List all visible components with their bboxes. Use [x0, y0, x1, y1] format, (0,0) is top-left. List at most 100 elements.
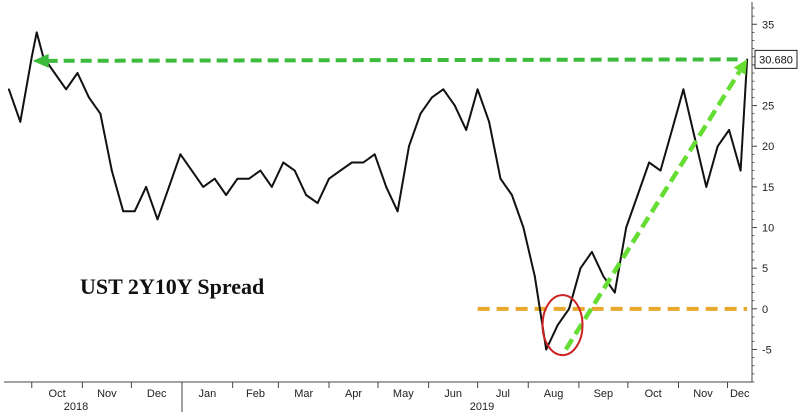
data-point — [430, 96, 433, 99]
green-diagonal-dashed-line — [563, 70, 742, 351]
y-tick-label: 20 — [762, 141, 774, 153]
y-tick-label: 35 — [762, 19, 774, 31]
x-tick-label: Dec — [730, 388, 750, 400]
annotations-overlay — [32, 53, 748, 357]
data-point — [328, 177, 330, 180]
x-tick-label: Jun — [444, 388, 462, 400]
red-circle-highlight — [541, 294, 584, 357]
data-point — [613, 291, 616, 294]
data-point — [282, 161, 285, 164]
data-point — [339, 169, 342, 172]
x-tick-label: Nov — [693, 388, 713, 400]
data-point — [476, 88, 479, 91]
data-point — [511, 194, 513, 196]
data-point — [373, 153, 376, 156]
x-tick-label: Aug — [544, 388, 564, 400]
data-point — [693, 137, 696, 139]
badge-label: 30.680 — [759, 54, 793, 66]
data-point — [556, 324, 559, 326]
data-point — [213, 177, 216, 180]
data-point — [488, 120, 490, 123]
data-point — [202, 185, 205, 188]
data-point — [591, 251, 593, 253]
data-point — [659, 169, 662, 172]
data-point — [145, 185, 147, 188]
data-point — [522, 226, 525, 229]
data-point — [739, 169, 742, 172]
data-point — [168, 185, 170, 188]
data-point — [671, 129, 673, 131]
x-tick-label: Nov — [97, 388, 117, 400]
data-point — [648, 161, 651, 164]
data-point — [545, 348, 548, 351]
green-horizontal-dashed-line — [46, 57, 744, 63]
x-tick-label: Feb — [246, 388, 265, 400]
x-tick-label: Oct — [645, 388, 662, 400]
data-point — [156, 218, 159, 221]
data-point — [248, 177, 250, 180]
year-label-2019: 2019 — [470, 401, 494, 413]
x-tick-label: May — [393, 388, 414, 400]
data-point — [270, 185, 273, 188]
data-point — [19, 120, 22, 123]
data-point — [636, 194, 639, 196]
data-point — [442, 88, 445, 91]
data-point — [76, 72, 79, 74]
y-tick-label: -5 — [762, 344, 772, 356]
data-point — [316, 202, 319, 205]
data-point — [35, 31, 38, 34]
data-point — [385, 185, 388, 188]
green-arrow-head-up — [733, 59, 748, 75]
data-point — [259, 169, 262, 172]
x-tick-label: Jan — [198, 388, 216, 400]
x-tick-label: Mar — [294, 388, 313, 400]
series-layer — [7, 31, 749, 351]
chart-title: UST 2Y10Y Spread — [80, 274, 264, 299]
data-point — [53, 72, 56, 74]
data-point — [453, 104, 456, 107]
data-point — [716, 145, 719, 148]
data-point — [682, 88, 685, 91]
x-tick-label: Dec — [147, 388, 167, 400]
data-point — [396, 210, 399, 213]
y-tick-label: 15 — [762, 182, 774, 194]
last-value-badge: 30.680 — [754, 49, 798, 69]
data-point — [133, 210, 136, 213]
data-point — [568, 307, 570, 310]
green-arrow-head-left — [32, 53, 49, 68]
data-point — [7, 88, 10, 91]
x-tick-label: Oct — [49, 388, 66, 400]
data-point — [65, 88, 67, 91]
y-tick-label: 5 — [762, 263, 768, 275]
x-tick-label: Sep — [594, 388, 614, 400]
data-point — [602, 275, 605, 278]
data-point — [30, 55, 33, 58]
data-point — [419, 112, 422, 115]
data-point — [625, 226, 628, 229]
data-point — [305, 194, 308, 196]
y-tick-label: 0 — [762, 304, 768, 316]
data-point — [179, 153, 182, 156]
data-point — [579, 267, 582, 270]
data-point — [293, 169, 296, 172]
data-point — [88, 96, 90, 99]
data-point — [190, 169, 193, 172]
data-point — [499, 177, 502, 180]
data-point — [408, 145, 410, 148]
data-point — [110, 169, 113, 172]
data-point — [533, 275, 536, 278]
badge-box — [754, 49, 798, 69]
series-line — [7, 31, 749, 351]
x-tick-label: Jul — [496, 388, 510, 400]
data-point — [122, 210, 125, 213]
data-point — [705, 185, 708, 188]
data-point — [465, 129, 468, 131]
data-point — [236, 177, 239, 180]
data-point — [362, 161, 365, 164]
data-point — [99, 112, 102, 115]
data-point — [350, 161, 353, 164]
y-tick-label: 25 — [762, 101, 774, 113]
x-tick-label: Apr — [345, 388, 362, 400]
data-point — [225, 194, 228, 196]
